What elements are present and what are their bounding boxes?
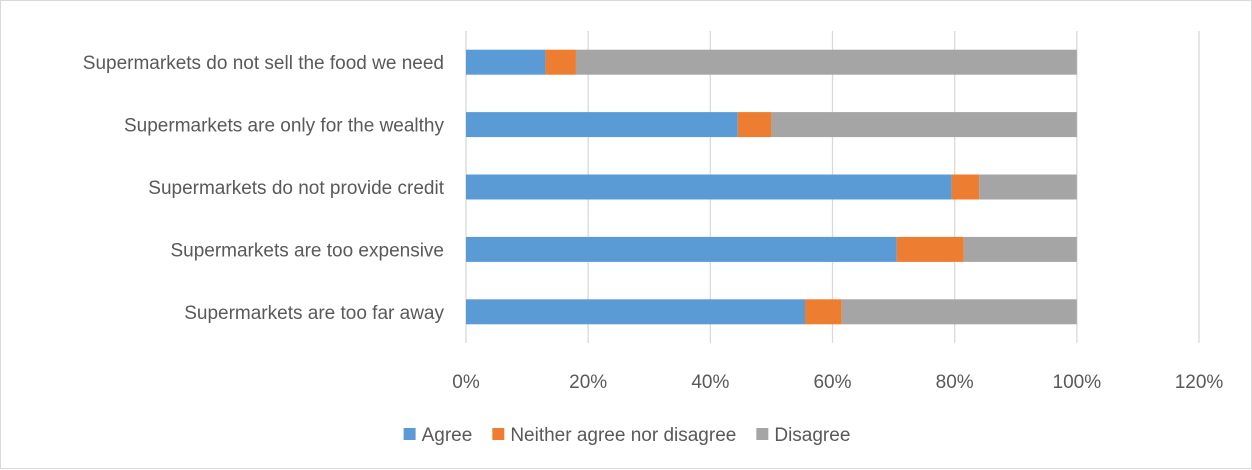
bar-neither-agree-nor-disagree-3 xyxy=(896,236,964,262)
legend-label-2: Disagree xyxy=(774,425,850,446)
category-label-1: Supermarkets are only for the wealthy xyxy=(124,116,444,137)
category-label-0: Supermarkets do not sell the food we nee… xyxy=(83,53,444,74)
category-label-3: Supermarkets are too expensive xyxy=(170,240,444,261)
legend: Agree Neither agree nor disagree Disagree xyxy=(403,425,850,446)
x-tick-label-5: 100% xyxy=(1053,372,1102,393)
category-label-2: Supermarkets do not provide credit xyxy=(148,178,444,199)
x-tick-label-4: 80% xyxy=(936,372,974,393)
x-tick-label-1: 20% xyxy=(569,372,607,393)
bar-neither-agree-nor-disagree-2 xyxy=(951,174,980,200)
legend-label-0: Agree xyxy=(422,425,473,446)
bar-neither-agree-nor-disagree-4 xyxy=(805,299,842,325)
x-tick-label-2: 40% xyxy=(691,372,729,393)
bar-agree-2 xyxy=(466,174,952,200)
legend-label-1: Neither agree nor disagree xyxy=(510,425,736,446)
x-tick-labels: 0% 20% 40% 60% 80% 100% 120% xyxy=(452,372,1223,393)
bar-agree-1 xyxy=(466,112,738,138)
bar-disagree-3 xyxy=(963,236,1077,262)
x-tick-label-6: 120% xyxy=(1175,372,1224,393)
bar-agree-4 xyxy=(466,299,806,325)
legend-swatch-1 xyxy=(492,428,505,440)
category-label-4: Supermarkets are too far away xyxy=(184,303,444,324)
legend-swatch-2 xyxy=(756,428,769,440)
x-tick-label-3: 60% xyxy=(813,372,851,393)
legend-swatch-0 xyxy=(403,428,416,440)
bar-neither-agree-nor-disagree-1 xyxy=(737,112,772,138)
bar-disagree-0 xyxy=(575,49,1077,75)
category-labels: Supermarkets do not sell the food we nee… xyxy=(83,53,445,324)
bar-agree-3 xyxy=(466,236,897,262)
bar-disagree-1 xyxy=(771,112,1077,138)
bar-disagree-2 xyxy=(979,174,1077,200)
bar-neither-agree-nor-disagree-0 xyxy=(545,49,576,75)
bar-disagree-4 xyxy=(841,299,1077,325)
bar-agree-0 xyxy=(466,49,546,75)
bars xyxy=(466,49,1077,325)
x-tick-label-0: 0% xyxy=(452,372,480,393)
